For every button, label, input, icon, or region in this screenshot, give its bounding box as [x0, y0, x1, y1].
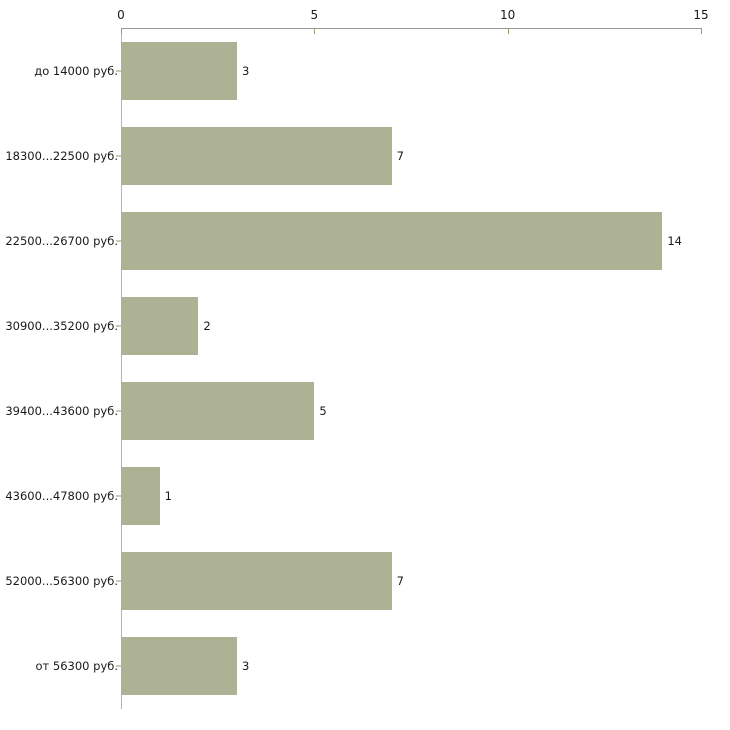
y-axis-tick [116, 495, 121, 497]
y-axis-category-label: 18300...22500 руб. [5, 148, 118, 163]
y-axis-category-label: 52000...56300 руб. [5, 574, 118, 589]
y-axis-tick [116, 665, 121, 667]
bar [121, 552, 392, 611]
x-axis-tick [314, 28, 316, 34]
bar-value-label: 7 [396, 148, 404, 163]
bar-value-label: 3 [242, 659, 250, 674]
x-axis-tick-label: 5 [310, 8, 319, 22]
y-axis-category-label: 43600...47800 руб. [5, 489, 118, 504]
y-axis-category-label: 30900...35200 руб. [5, 318, 118, 333]
bar [121, 467, 160, 526]
y-axis-category-label: 39400...43600 руб. [5, 404, 118, 419]
bar-value-label: 7 [396, 574, 404, 589]
y-axis-category-label: от 56300 руб. [35, 659, 118, 674]
bar-value-label: 14 [667, 233, 682, 248]
bar-value-label: 1 [164, 489, 172, 504]
x-axis-tick [507, 28, 509, 34]
bar [121, 41, 237, 100]
y-axis-tick [116, 240, 121, 242]
bar-value-label: 3 [242, 63, 250, 78]
x-axis-line [121, 28, 701, 29]
y-axis-category-label: 22500...26700 руб. [5, 233, 118, 248]
y-axis-tick [116, 70, 121, 72]
y-axis-line [121, 28, 122, 709]
bar-value-label: 5 [319, 404, 327, 419]
y-axis-tick [116, 325, 121, 327]
bar [121, 126, 392, 185]
x-axis-tick [121, 28, 122, 34]
x-axis-tick [701, 28, 702, 34]
bar [121, 382, 315, 441]
bar [121, 296, 199, 355]
bar [121, 637, 237, 696]
y-axis-category-label: до 14000 руб. [34, 63, 118, 78]
y-axis-tick [116, 580, 121, 582]
bar-value-label: 2 [203, 318, 211, 333]
y-axis-tick [116, 410, 121, 412]
x-axis-tick-label: 0 [117, 8, 125, 22]
y-axis-tick [116, 155, 121, 157]
bar [121, 211, 663, 270]
x-axis-tick-label: 10 [500, 8, 516, 22]
x-axis-tick-label: 15 [693, 8, 709, 22]
